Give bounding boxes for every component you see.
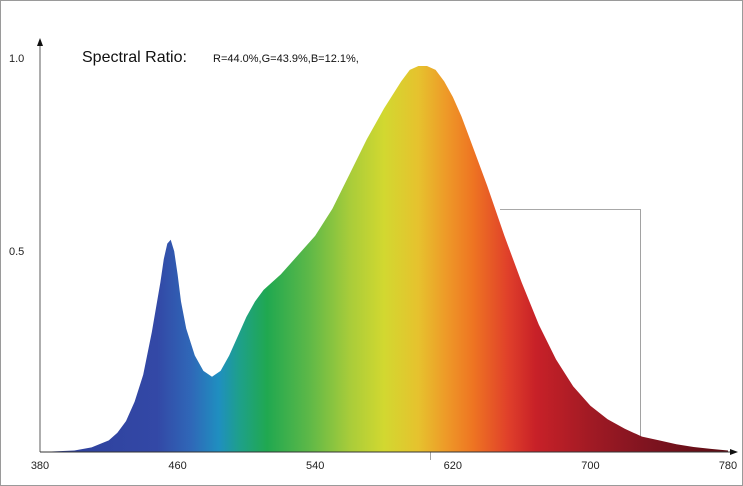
- y-axis-arrow: [37, 38, 43, 46]
- x-tick-label: 540: [306, 460, 324, 472]
- y-tick-labels: 1.0 0.5: [9, 53, 24, 258]
- chart-subtitle: R=44.0%,G=43.9%,B=12.1%,: [213, 53, 359, 65]
- x-tick-label: 460: [168, 460, 186, 472]
- x-tick-label: 700: [581, 460, 599, 472]
- x-axis-arrow: [730, 449, 738, 455]
- x-tick-label: 780: [719, 460, 737, 472]
- x-tick-label: 620: [444, 460, 462, 472]
- reference-box: [500, 209, 641, 452]
- chart-title: Spectral Ratio:: [82, 49, 187, 66]
- x-tick-labels: 380 460 540 620 700 780: [31, 460, 737, 472]
- y-tick-label: 0.5: [9, 246, 24, 258]
- spectrum-area: [40, 66, 728, 452]
- x-tick-label: 380: [31, 460, 49, 472]
- y-tick-label: 1.0: [9, 53, 24, 65]
